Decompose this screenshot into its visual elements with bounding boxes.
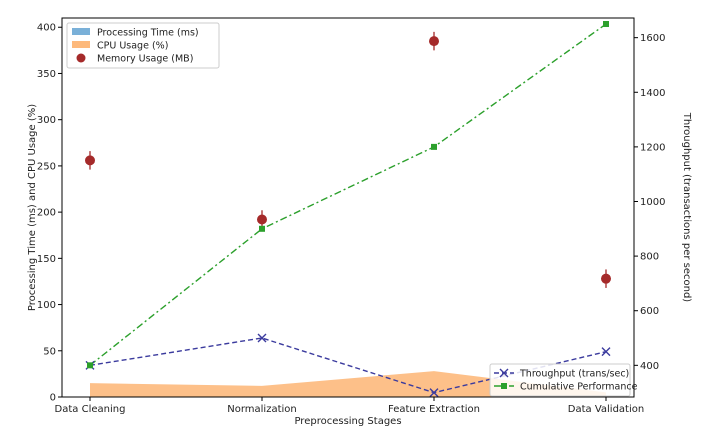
x-tick-label: Normalization (227, 404, 297, 415)
legend-label: Cumulative Performance (520, 382, 638, 393)
cumulative-point (603, 21, 609, 28)
legend-label: Memory Usage (MB) (97, 54, 193, 65)
axis-layer: 0 50 100 150 200 250 300 350 400 400 600 800 1000 120… (37, 23, 666, 415)
cumulative-point (87, 362, 93, 369)
y-right-tick-label: 400 (640, 361, 659, 372)
legend-left: Processing Time (ms) CPU Usage (%) Memory … (66, 22, 220, 69)
x-tick-label: Feature Extraction (388, 404, 480, 415)
cumulative-point (259, 225, 265, 232)
legend-swatch (72, 41, 90, 48)
y-right-tick-label: 800 (640, 252, 659, 263)
memory-point (429, 36, 439, 47)
y-axis-right-label: Throughput (transactions per second) (681, 112, 692, 302)
legend-box (489, 363, 631, 397)
legend-right: Throughput (trans/sec) Cumulative Perform… (489, 363, 638, 397)
line-series-4 (89, 23, 607, 366)
throughput-point (257, 333, 267, 343)
y-left-tick-label: 200 (37, 208, 56, 219)
x-tick-label: Data Validation (568, 404, 644, 415)
legend-label: CPU Usage (%) (97, 41, 168, 52)
line-layer (89, 23, 607, 394)
marker-layer (85, 21, 611, 398)
y-left-tick-label: 0 (50, 393, 56, 404)
legend-swatch-marker (501, 383, 507, 389)
y-left-tick-label: 400 (37, 23, 56, 34)
y-left-tick-label: 100 (37, 300, 56, 311)
plot-frame (61, 17, 635, 398)
y-left-tick-label: 300 (37, 115, 56, 126)
area-layer (90, 371, 606, 397)
memory-point (85, 155, 95, 166)
throughput-point (429, 388, 439, 398)
y-left-tick-label: 150 (37, 254, 56, 265)
y-axis-left-label: Processing Time (ms) and CPU Usage (%) (27, 104, 38, 311)
y-right-tick-label: 1000 (640, 197, 665, 208)
legend-swatch-marker (499, 368, 509, 378)
legend-label: Throughput (trans/sec) (519, 369, 629, 380)
memory-point (257, 214, 267, 225)
y-left-tick-label: 50 (43, 346, 56, 357)
memory-point (601, 273, 611, 284)
y-right-tick-label: 1400 (640, 88, 665, 99)
x-tick-label: Data Cleaning (55, 404, 126, 415)
legend-box (66, 22, 220, 69)
y-right-tick-label: 1600 (640, 33, 665, 44)
area-series-1 (90, 371, 606, 397)
legend-swatch (76, 53, 86, 63)
legend-swatch (72, 28, 90, 35)
y-right-tick-label: 1200 (640, 142, 665, 153)
cumulative-point (431, 143, 437, 150)
x-axis-label: Preprocessing Stages (294, 416, 401, 427)
y-left-tick-label: 250 (37, 161, 56, 172)
throughput-point (601, 347, 611, 357)
y-left-tick-label: 350 (37, 69, 56, 80)
y-right-tick-label: 600 (640, 306, 659, 317)
legend-label: Processing Time (ms) (97, 28, 199, 39)
